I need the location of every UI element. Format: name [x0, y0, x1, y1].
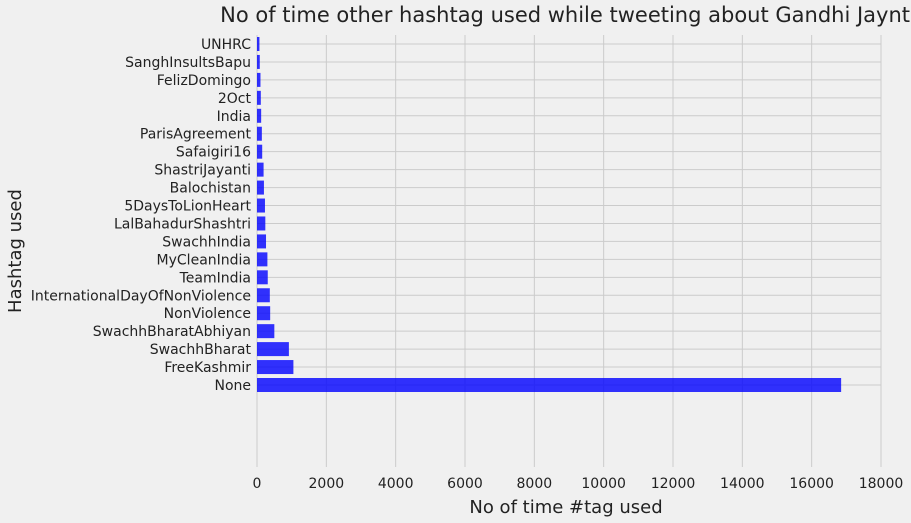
x-tick-label: 12000 [651, 476, 696, 492]
y-tick-label: 2Oct [218, 91, 252, 107]
bar-FreeKashmir [257, 360, 294, 375]
bar-ShastriJayanti [257, 162, 264, 177]
bar-2Oct [257, 90, 261, 105]
bar-SanghInsultsBapu [257, 54, 260, 69]
x-tick-labels: 0 2000 4000 6000 8000 10000 12000 14000 16000 180… [253, 476, 904, 492]
y-tick-label: InternationalDayOfNonViolence [31, 288, 251, 304]
y-tick-labels: None FreeKashmir SwachhBharat SwachhBharatA… [31, 37, 252, 394]
y-tick-label: TeamIndia [179, 270, 251, 286]
y-tick-label: FreeKashmir [164, 360, 251, 376]
x-tick-label: 14000 [720, 476, 765, 492]
y-tick-label: ShastriJayanti [154, 163, 251, 179]
chart-title: No of time other hashtag used while twee… [220, 3, 911, 27]
bar-5DaysToLionHeart [257, 198, 265, 213]
bar-UNHRC [257, 37, 260, 51]
y-tick-label: Safaigiri16 [176, 145, 251, 161]
y-tick-label: None [214, 378, 251, 394]
y-tick-label: SanghInsultsBapu [125, 55, 251, 71]
bar-SwachhIndia [257, 234, 267, 249]
x-tick-label: 0 [253, 476, 262, 492]
bar-SwachhBharatAbhiyan [257, 324, 275, 339]
bar-FelizDomingo [257, 72, 261, 87]
bar-LalBahadurShashtri [257, 216, 266, 231]
y-tick-label: ParisAgreement [140, 127, 252, 143]
y-tick-label: 5DaysToLionHeart [124, 199, 251, 215]
bar-ParisAgreement [257, 126, 262, 141]
bar-InternationalDayOfNonViolence [257, 288, 270, 303]
y-tick-label: SwachhIndia [162, 234, 251, 250]
y-tick-label: SwachhBharatAbhiyan [93, 324, 251, 340]
bar-TeamIndia [257, 270, 268, 285]
bar-MyCleanIndia [257, 252, 268, 267]
y-tick-label: SwachhBharat [150, 342, 252, 358]
bar-Balochistan [257, 180, 264, 195]
y-axis-title: Hashtag used [5, 189, 26, 313]
bar-SwachhBharat [257, 342, 289, 357]
bar-None [257, 378, 842, 392]
y-tick-label: NonViolence [164, 306, 251, 322]
bar-NonViolence [257, 306, 271, 321]
y-tick-label: UNHRC [201, 37, 251, 53]
y-tick-label: LalBahadurShashtri [114, 216, 251, 232]
x-tick-label: 10000 [581, 476, 626, 492]
bar-India [257, 108, 262, 123]
x-tick-label: 16000 [789, 476, 834, 492]
x-axis-title: No of time #tag used [469, 497, 662, 518]
bars [257, 37, 842, 392]
x-tick-label: 8000 [517, 476, 553, 492]
x-tick-label: 4000 [378, 476, 414, 492]
bar-Safaigiri16 [257, 144, 263, 159]
y-tick-label: MyCleanIndia [157, 252, 251, 268]
y-tick-label: FelizDomingo [157, 73, 251, 89]
y-tick-label: India [217, 109, 251, 125]
x-tick-label: 18000 [859, 476, 904, 492]
grid [256, 35, 882, 467]
x-tick-label: 6000 [447, 476, 483, 492]
x-tick-label: 2000 [309, 476, 345, 492]
y-tick-label: Balochistan [170, 181, 251, 197]
